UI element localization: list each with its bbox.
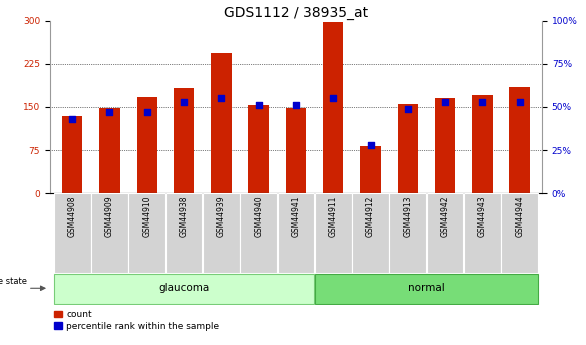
Bar	[360, 146, 381, 193]
Text: disease state: disease state	[0, 277, 27, 286]
Title: GDS1112 / 38935_at: GDS1112 / 38935_at	[224, 6, 368, 20]
Text: GSM44911: GSM44911	[329, 196, 338, 237]
Bar	[54, 193, 91, 273]
Text: GSM44913: GSM44913	[403, 196, 413, 237]
Point	[217, 96, 226, 101]
Bar	[99, 108, 120, 193]
Point	[441, 99, 450, 105]
Text: normal: normal	[408, 283, 445, 293]
Text: GSM44912: GSM44912	[366, 196, 375, 237]
Point	[366, 142, 375, 148]
Point	[105, 109, 114, 115]
Point	[478, 99, 487, 105]
Point	[329, 96, 338, 101]
Bar	[323, 22, 343, 193]
Bar	[174, 88, 195, 193]
Text: GSM44909: GSM44909	[105, 196, 114, 237]
Bar	[211, 53, 231, 193]
Legend: count, percentile rank within the sample: count, percentile rank within the sample	[54, 310, 219, 331]
Text: GSM44941: GSM44941	[291, 196, 301, 237]
Bar	[315, 274, 538, 304]
Bar	[203, 193, 240, 273]
Bar	[166, 193, 202, 273]
Bar	[91, 193, 128, 273]
Bar	[352, 193, 389, 273]
Bar	[248, 105, 269, 193]
Bar	[464, 193, 501, 273]
Text: GSM44939: GSM44939	[217, 196, 226, 237]
Text: GSM44910: GSM44910	[142, 196, 151, 237]
Bar	[315, 193, 352, 273]
Bar	[128, 193, 165, 273]
Point	[403, 106, 413, 111]
Bar	[501, 193, 538, 273]
Text: GSM44942: GSM44942	[441, 196, 449, 237]
Bar	[240, 193, 277, 273]
Text: GSM44943: GSM44943	[478, 196, 487, 237]
Bar	[509, 87, 530, 193]
Point	[515, 99, 524, 105]
Text: GSM44940: GSM44940	[254, 196, 263, 237]
Text: GSM44938: GSM44938	[179, 196, 189, 237]
Point	[254, 102, 263, 108]
Point	[67, 116, 77, 122]
Text: glaucoma: glaucoma	[158, 283, 210, 293]
Bar	[397, 104, 418, 193]
Bar	[54, 274, 314, 304]
Bar	[137, 97, 157, 193]
Bar	[286, 108, 306, 193]
Point	[142, 109, 151, 115]
Bar	[62, 116, 83, 193]
Point	[291, 102, 301, 108]
Bar	[435, 98, 455, 193]
Bar	[427, 193, 464, 273]
Text: GSM44908: GSM44908	[68, 196, 77, 237]
Bar	[390, 193, 426, 273]
Point	[179, 99, 189, 105]
Text: GSM44944: GSM44944	[515, 196, 524, 237]
Bar	[278, 193, 314, 273]
Bar	[472, 96, 493, 193]
